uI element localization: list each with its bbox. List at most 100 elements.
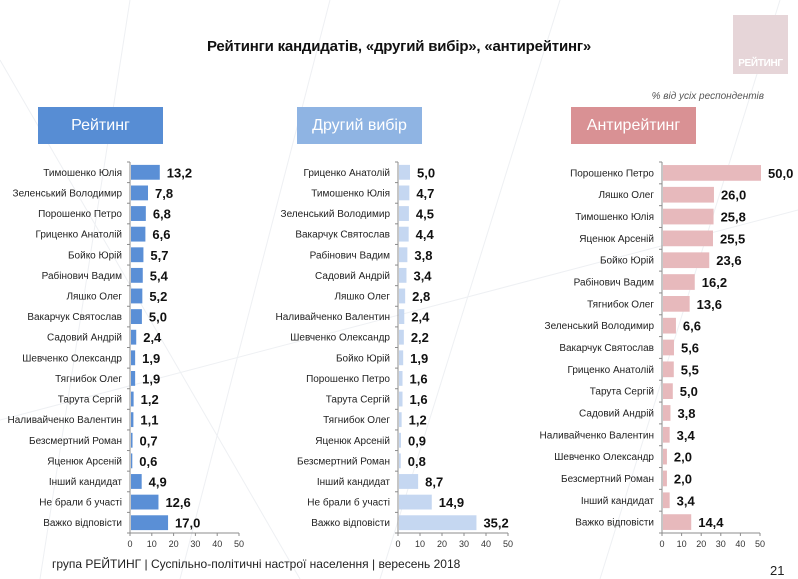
antirating-value-label: 14,4 bbox=[698, 515, 724, 530]
second-choice-bar bbox=[399, 329, 404, 345]
second-choice-value-label: 0,9 bbox=[408, 433, 426, 448]
antirating-value-label: 25,8 bbox=[721, 210, 746, 225]
second-choice-category-label: Наливайченко Валентин bbox=[275, 312, 390, 323]
second-choice-bar bbox=[399, 226, 409, 242]
antirating-bar bbox=[663, 208, 714, 225]
rating-bar bbox=[131, 412, 134, 428]
antirating-category-label: Зеленський Володимир bbox=[545, 321, 655, 332]
antirating-category-label: Безсмертний Роман bbox=[561, 474, 654, 485]
second-choice-bar bbox=[399, 474, 419, 489]
second-choice-category-label: Важко відповісти bbox=[311, 518, 390, 529]
rating-category-label: Не брали б участі bbox=[39, 497, 122, 509]
rating-value-label: 4,9 bbox=[149, 474, 167, 489]
antirating-bar bbox=[663, 492, 670, 509]
antirating-value-label: 3,4 bbox=[677, 493, 696, 508]
second-choice-category-label: Бойко Юрій bbox=[336, 353, 390, 364]
second-choice-value-label: 2,2 bbox=[411, 330, 429, 345]
antirating-category-label: Садовий Андрій bbox=[579, 408, 654, 419]
second-choice-bar bbox=[399, 185, 410, 201]
rating-bar bbox=[131, 432, 133, 448]
antirating-bar bbox=[663, 514, 692, 530]
rating-value-label: 17,0 bbox=[175, 516, 200, 531]
page-title: Рейтинги кандидатів, «другий вибір», «ан… bbox=[206, 38, 592, 55]
rating-bar bbox=[131, 350, 136, 366]
second-choice-category-label: Безсмертний Роман bbox=[297, 456, 390, 467]
second-choice-bar bbox=[399, 164, 410, 180]
rating-chart: 0 10 20 30 40 50 Тимошенко Юлія 13,2 Зеленський … bbox=[7, 161, 244, 549]
header-antirating: Антирейтинг bbox=[571, 107, 696, 144]
antirating-bar bbox=[663, 339, 674, 356]
rating-category-label: Наливайченко Валентин bbox=[7, 415, 122, 426]
second-choice-category-label: Гриценко Анатолій bbox=[303, 168, 390, 179]
rating-bar bbox=[131, 329, 137, 345]
antirating-chart: 0 10 20 30 40 50 Порошенко Петро 50,0 Ляшко Олег… bbox=[539, 161, 793, 549]
antirating-category-label: Порошенко Петро bbox=[570, 168, 654, 179]
second-choice-value-label: 35,2 bbox=[483, 516, 508, 531]
rating-value-label: 5,4 bbox=[150, 268, 169, 283]
rating-bar bbox=[131, 288, 143, 304]
second-choice-bar bbox=[399, 453, 401, 469]
rating-value-label: 12,6 bbox=[165, 495, 190, 510]
second-choice-category-label: Рабінович Вадим bbox=[310, 249, 390, 261]
second-choice-x-tick-label: 30 bbox=[459, 539, 469, 549]
antirating-value-label: 23,6 bbox=[716, 253, 741, 268]
rating-bar bbox=[131, 164, 160, 180]
antirating-value-label: 5,6 bbox=[681, 341, 699, 356]
second-choice-value-label: 8,7 bbox=[425, 474, 443, 489]
antirating-category-label: Рабінович Вадим bbox=[574, 277, 654, 289]
second-choice-bar bbox=[399, 412, 402, 428]
antirating-category-label: Вакарчук Святослав bbox=[559, 343, 654, 354]
second-choice-chart: 0 10 20 30 40 50 Гриценко Анатолій 5,0 Тимошенко… bbox=[275, 161, 513, 549]
second-choice-bar bbox=[399, 247, 408, 263]
second-choice-bar bbox=[399, 267, 407, 283]
antirating-value-label: 2,0 bbox=[674, 450, 692, 465]
rating-bar bbox=[131, 247, 144, 263]
header-second-choice: Другий вибір bbox=[297, 107, 422, 144]
second-choice-category-label: Садовий Андрій bbox=[315, 271, 390, 282]
logo-text: РЕЙТИНГ bbox=[738, 58, 783, 69]
second-choice-category-label: Порошенко Петро bbox=[306, 374, 390, 385]
antirating-bar bbox=[663, 274, 695, 290]
second-choice-category-label: Не брали б участі bbox=[307, 497, 390, 509]
antirating-bar bbox=[663, 295, 690, 312]
antirating-bar bbox=[663, 165, 761, 181]
rating-category-label: Бойко Юрій bbox=[68, 250, 122, 261]
rating-value-label: 13,2 bbox=[167, 165, 192, 180]
rating-x-tick-label: 10 bbox=[147, 539, 157, 549]
rating-bar bbox=[131, 267, 143, 283]
rating-value-label: 1,1 bbox=[140, 413, 158, 428]
second-choice-category-label: Тарута Сергій bbox=[326, 395, 390, 406]
rating-category-label: Тягнибок Олег bbox=[55, 373, 122, 385]
rating-x-tick-label: 0 bbox=[127, 539, 132, 549]
antirating-category-label: Тягнибок Олег bbox=[587, 298, 654, 310]
logo: РЕЙТИНГ bbox=[733, 15, 788, 74]
rating-value-label: 1,2 bbox=[141, 392, 159, 407]
rating-bar bbox=[131, 185, 149, 201]
second-choice-value-label: 4,5 bbox=[416, 207, 434, 222]
antirating-value-label: 3,4 bbox=[677, 428, 696, 443]
rating-value-label: 5,0 bbox=[149, 310, 167, 325]
rating-x-tick-label: 50 bbox=[234, 539, 244, 549]
rating-bar bbox=[131, 453, 133, 469]
antirating-category-label: Інший кандидат bbox=[581, 496, 655, 507]
second-choice-x-tick-label: 20 bbox=[437, 539, 447, 549]
antirating-category-label: Гриценко Анатолій bbox=[567, 365, 654, 376]
antirating-value-label: 26,0 bbox=[721, 188, 746, 203]
antirating-category-label: Бойко Юрій bbox=[600, 256, 654, 267]
rating-value-label: 6,8 bbox=[153, 207, 171, 222]
second-choice-value-label: 2,4 bbox=[411, 310, 430, 325]
second-choice-bar bbox=[399, 309, 405, 325]
antirating-bar bbox=[663, 252, 710, 269]
antirating-bar bbox=[663, 426, 670, 443]
rating-value-label: 5,7 bbox=[150, 248, 168, 263]
rating-value-label: 0,7 bbox=[140, 433, 158, 448]
second-choice-value-label: 0,8 bbox=[408, 454, 426, 469]
second-choice-x-tick-label: 10 bbox=[415, 539, 425, 549]
second-choice-bar bbox=[399, 391, 403, 407]
rating-category-label: Тарута Сергій bbox=[58, 395, 122, 406]
rating-bar bbox=[131, 309, 142, 325]
second-choice-value-label: 4,7 bbox=[416, 186, 434, 201]
rating-category-label: Гриценко Анатолій bbox=[35, 230, 122, 241]
antirating-x-tick-label: 10 bbox=[677, 539, 687, 549]
